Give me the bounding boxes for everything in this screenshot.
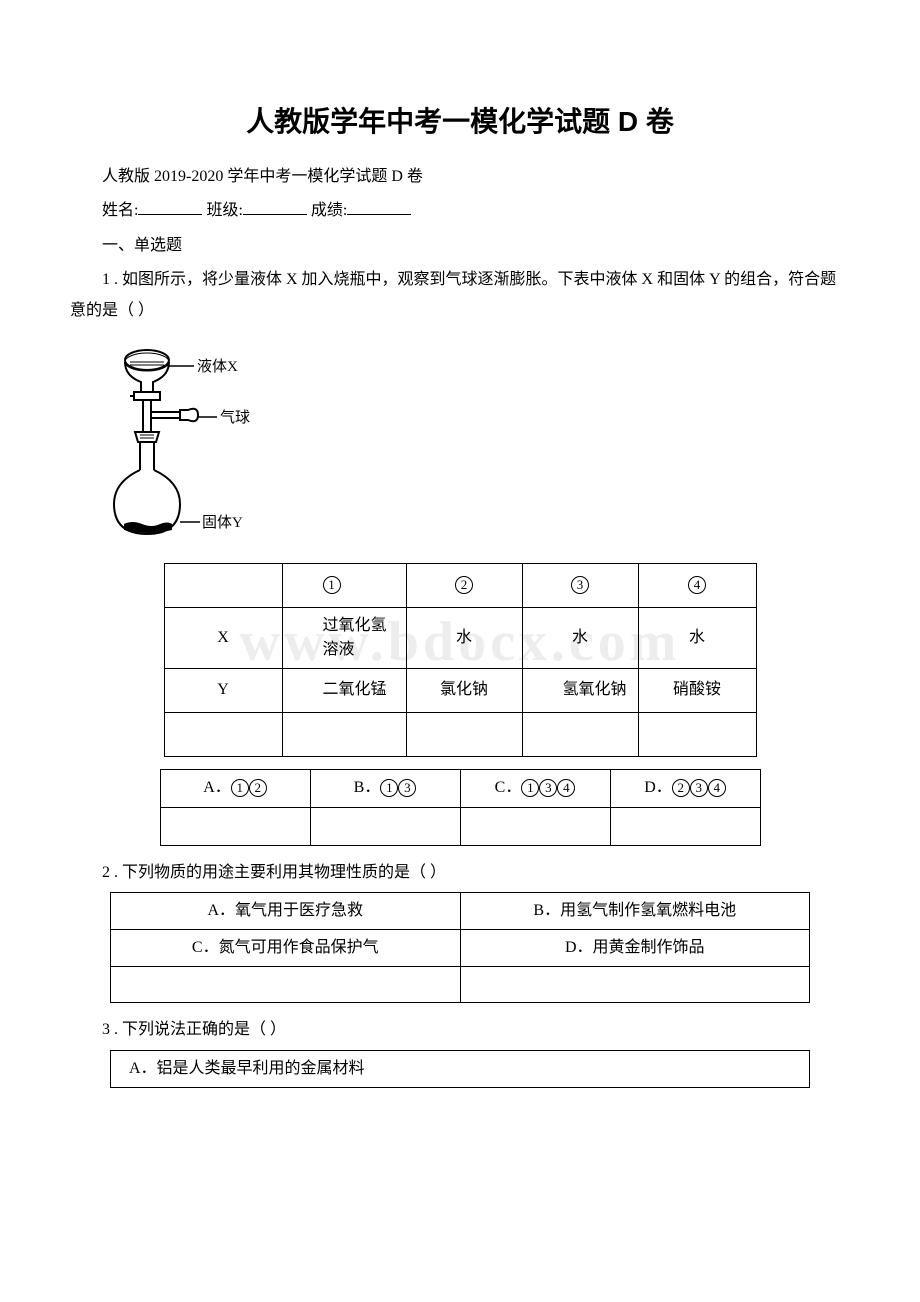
label-liquid-x: 液体X [197, 358, 238, 375]
q2-c: C．氮气可用作食品保护气 [111, 930, 461, 967]
q2-a: A．氧气用于医疗急救 [111, 893, 461, 930]
table-row: C．氮气可用作食品保护气 D．用黄金制作饰品 [111, 930, 810, 967]
cell-y: Y [164, 668, 282, 712]
table-q3: A．铝是人类最早利用的金属材料 [110, 1050, 810, 1088]
label-balloon: 气球 [220, 409, 250, 426]
ans-a: A．12 [160, 769, 310, 807]
table-row: A．氧气用于医疗急救 B．用氢气制作氢氧燃料电池 [111, 893, 810, 930]
table-row: A．12 B．13 C．134 D．234 [160, 769, 760, 807]
ans-d: D．234 [610, 769, 760, 807]
circ-2: 2 [455, 576, 473, 594]
table-q1-answers: A．12 B．13 C．134 D．234 [160, 769, 761, 846]
question-1: 1 . 如图所示，将少量液体 X 加入烧瓶中，观察到气球逐渐膨胀。下表中液体 X… [70, 265, 850, 326]
name-label: 姓名: [102, 202, 138, 219]
page-title: 人教版学年中考一模化学试题 D 卷 [70, 100, 850, 140]
table-row [111, 967, 810, 1003]
info-line: 姓名: 班级: 成绩: [70, 196, 850, 226]
apparatus-diagram: 液体X 气球 固体Y [102, 342, 850, 547]
table-xy: 1 2 3 4 X 过氧化氢溶液 水 水 水 Y 二氧化锰 氯化钠 氢氧化钠 硝… [164, 563, 757, 757]
circ-3: 3 [571, 576, 589, 594]
label-solid-y: 固体Y [202, 514, 243, 531]
score-label: 成绩: [311, 202, 347, 219]
table-row: Y 二氧化锰 氯化钠 氢氧化钠 硝酸铵 [164, 668, 756, 712]
table-row: X 过氧化氢溶液 水 水 水 [164, 607, 756, 668]
ans-b: B．13 [310, 769, 460, 807]
cell-x: X [164, 607, 282, 668]
q2-d: D．用黄金制作饰品 [460, 930, 810, 967]
table-row: A．铝是人类最早利用的金属材料 [111, 1050, 810, 1087]
class-label: 班级: [206, 202, 242, 219]
ans-c: C．134 [460, 769, 610, 807]
table-row [160, 807, 760, 845]
table-q2: A．氧气用于医疗急救 B．用氢气制作氢氧燃料电池 C．氮气可用作食品保护气 D．… [110, 892, 810, 1003]
table-row: 1 2 3 4 [164, 563, 756, 607]
section-heading: 一、单选题 [70, 231, 850, 261]
circ-4: 4 [688, 576, 706, 594]
q2-b: B．用氢气制作氢氧燃料电池 [460, 893, 810, 930]
circ-1: 1 [323, 576, 341, 594]
question-2: 2 . 下列物质的用途主要利用其物理性质的是（ ） [70, 858, 850, 888]
table-row [164, 712, 756, 756]
question-3: 3 . 下列说法正确的是（ ） [70, 1015, 850, 1045]
subtitle: 人教版 2019-2020 学年中考一模化学试题 D 卷 [70, 162, 850, 192]
q3-a: A．铝是人类最早利用的金属材料 [111, 1050, 810, 1087]
